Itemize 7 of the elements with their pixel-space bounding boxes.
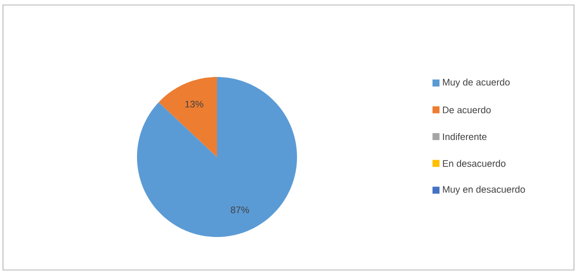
legend-label: De acuerdo [442,106,491,114]
legend-label: Muy de acuerdo [442,78,510,88]
legend-label: Muy en desacuerdo [442,186,525,195]
data-label: 13% [185,100,204,108]
legend-label: En desacuerdo [442,160,506,167]
legend-label: Indiferente [443,133,487,140]
data-label: 87% [230,206,250,214]
